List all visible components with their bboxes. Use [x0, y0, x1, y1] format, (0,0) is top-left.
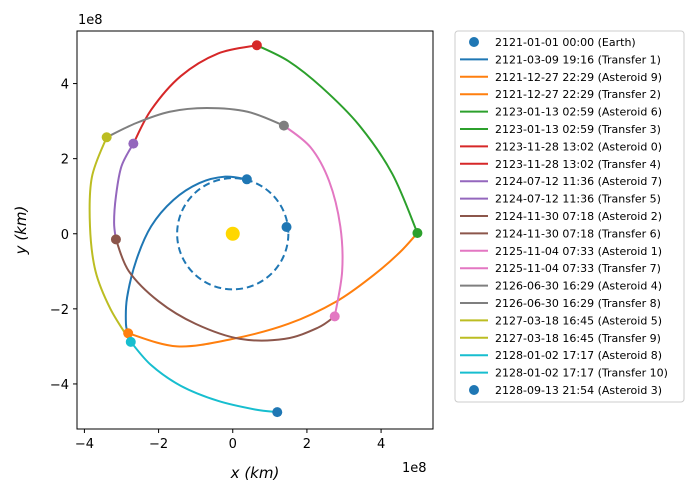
legend-label: 2121-03-09 19:16 (Transfer 1) [495, 53, 661, 66]
axes: −4 −2 0 2 4 −4 −2 0 2 4 [50, 78, 385, 452]
x-tick-label: 2 [303, 437, 311, 452]
legend-label: 2123-11-28 13:02 (Asteroid 0) [495, 140, 662, 153]
legend-label: 2124-11-30 07:18 (Asteroid 2) [495, 210, 662, 223]
trajectory-transfer-6 [115, 239, 336, 342]
legend-label: 2125-11-04 07:33 (Asteroid 1) [495, 245, 662, 258]
legend-label: 2121-12-27 22:29 (Transfer 2) [495, 88, 661, 101]
legend: 2121-01-01 00:00 (Earth) 2121-03-09 19:16… [454, 30, 685, 403]
point-asteroid-0 [251, 40, 262, 51]
earth-orbit [176, 177, 290, 291]
point-asteroid-1 [329, 311, 340, 322]
trajectory-transfer-1 [124, 175, 247, 334]
y-tick-label: 0 [61, 228, 69, 243]
legend-label: 2126-06-30 16:29 (Asteroid 4) [495, 280, 662, 293]
point-asteroid-3 [272, 407, 283, 418]
y-tick-label: −4 [50, 378, 69, 393]
point-asteroid-5 [101, 132, 112, 143]
legend-label: 2128-01-02 17:17 (Asteroid 8) [495, 349, 662, 362]
trajectory-transfer-9 [88, 136, 132, 343]
point-asteroid-6 [412, 228, 423, 239]
x-axis-label: x (km) [230, 464, 280, 482]
x-tick-label: −4 [75, 437, 94, 452]
point-earth [281, 221, 292, 232]
legend-label: 2121-01-01 00:00 (Earth) [495, 36, 636, 49]
y-offset-label: 1e8 [78, 13, 103, 28]
y-tick-label: 2 [61, 153, 69, 168]
y-tick-label: −2 [50, 303, 69, 318]
trajectory-transfer-3 [256, 44, 419, 234]
point-asteroid-8 [125, 336, 136, 347]
point-asteroid-2 [110, 234, 121, 245]
plot-area [88, 40, 423, 418]
trajectory-transfer-2 [127, 232, 419, 348]
legend-label: 2121-12-27 22:29 (Asteroid 9) [495, 71, 662, 84]
legend-label: 2124-07-12 11:36 (Transfer 5) [495, 193, 661, 206]
point-asteroid-7 [128, 138, 139, 149]
legend-label: 2123-01-13 02:59 (Transfer 3) [495, 123, 661, 136]
legend-label: 2123-01-13 02:59 (Asteroid 6) [495, 106, 662, 119]
trajectory-transfer-7 [283, 124, 344, 317]
legend-box [454, 30, 685, 403]
legend-label: 2128-01-02 17:17 (Transfer 10) [495, 367, 668, 380]
legend-label: 2128-09-13 21:54 (Asteroid 3) [495, 384, 662, 397]
trajectory-transfer-5 [113, 143, 135, 240]
sun-marker [225, 226, 240, 241]
legend-label: 2123-11-28 13:02 (Transfer 4) [495, 158, 661, 171]
y-axis-label: y (km) [12, 206, 30, 256]
point-asteroid-9 [123, 328, 134, 339]
plot-frame [76, 30, 434, 430]
trajectory-transfer-4 [132, 44, 258, 145]
x-tick-label: 0 [229, 437, 237, 452]
legend-label: 2125-11-04 07:33 (Transfer 7) [495, 262, 661, 275]
legend-label: 2124-07-12 11:36 (Asteroid 7) [495, 175, 662, 188]
trajectory-transfer-8 [106, 106, 285, 139]
legend-label: 2124-11-30 07:18 (Transfer 6) [495, 227, 661, 240]
legend-label: 2127-03-18 16:45 (Transfer 9) [495, 332, 661, 345]
legend-label: 2127-03-18 16:45 (Asteroid 5) [495, 314, 662, 327]
point-asteroid-4 [278, 120, 289, 131]
legend-marker [469, 385, 479, 395]
x-tick-label: 4 [377, 437, 385, 452]
legend-marker [469, 37, 479, 47]
point-transfer-1-end [241, 174, 252, 185]
x-offset-label: 1e8 [402, 461, 427, 476]
x-tick-label: −2 [149, 437, 168, 452]
legend-label: 2126-06-30 16:29 (Transfer 8) [495, 297, 661, 310]
y-tick-label: 4 [61, 78, 69, 93]
trajectory-transfer-10 [130, 341, 278, 414]
